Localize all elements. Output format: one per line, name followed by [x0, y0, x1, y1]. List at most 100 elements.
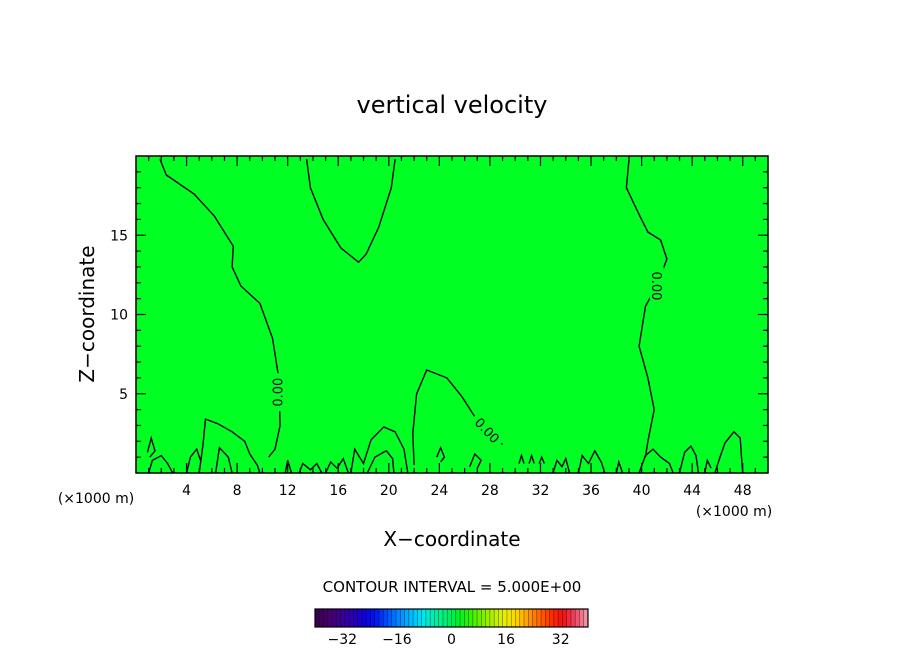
y-tick-labels: 5 10 15: [110, 228, 128, 403]
colorbar-cell: [494, 609, 499, 627]
colorbar-cell: [579, 609, 585, 627]
colorbar-cell: [408, 609, 414, 627]
colorbar-tick-label: 16: [497, 632, 515, 648]
colorbar-cell: [502, 609, 508, 627]
colorbar-cell: [332, 609, 337, 627]
colorbar: [314, 608, 589, 628]
surface-contour-line: [638, 448, 674, 474]
colorbar-cell: [430, 609, 435, 627]
colorbar-tick-label: −16: [382, 632, 412, 648]
surface-contour-line: [214, 446, 233, 474]
colorbar-cell: [421, 609, 427, 627]
contour-label: 0.00: [272, 378, 287, 407]
contour-interval-text: CONTOUR INTERVAL = 5.000E+00: [323, 578, 582, 596]
x-axis-end-unit: (×1000 m): [696, 504, 772, 520]
surface-contour-line: [324, 457, 350, 474]
surface-contour-line: [528, 453, 535, 464]
x-tick-label: 4: [182, 483, 191, 499]
colorbar-cell: [391, 609, 397, 627]
x-tick-label: 28: [481, 483, 499, 499]
surface-contour-line: [577, 449, 606, 474]
surface-contour-line: [538, 455, 545, 464]
colorbar-tick-labels: −32 −16 0 16 32: [328, 632, 570, 648]
x-tick-labels: 4 8 12 16 20 24 28 32 36 40 44 48: [182, 483, 752, 499]
surface-contour-line: [704, 458, 712, 474]
surface-contour-line: [147, 454, 174, 474]
colorbar-cell: [477, 609, 482, 627]
colorbar-cell: [357, 609, 363, 627]
x-tick-label: 16: [329, 483, 347, 499]
colorbar-cell: [425, 609, 431, 627]
colorbar-cell: [558, 609, 563, 627]
surface-contour-line: [366, 449, 395, 474]
x-axis-label: X−coordinate: [383, 527, 520, 551]
colorbar-cell: [387, 609, 393, 627]
colorbar-cell: [323, 609, 329, 627]
colorbar-cell: [528, 609, 533, 627]
colorbar-cell: [447, 609, 452, 627]
colorbar-cell: [472, 609, 478, 627]
contour-lines: [146, 158, 744, 474]
x-tick-label: 44: [683, 483, 701, 499]
velocity-field: [136, 156, 768, 473]
colorbar-cell: [511, 609, 516, 627]
colorbar-cell: [464, 609, 469, 627]
colorbar-cell: [451, 609, 457, 627]
colorbar-cell: [524, 609, 529, 627]
colorbar-cell: [319, 609, 324, 627]
colorbar-cell: [485, 609, 491, 627]
axis-ticks: [136, 156, 768, 473]
colorbar-cell: [340, 609, 346, 627]
colorbar-cell: [374, 609, 380, 627]
surface-contour-line: [198, 418, 261, 474]
surface-contour-line: [298, 462, 323, 474]
zero-contour-line: [159, 158, 281, 458]
surface-contour-line: [436, 445, 446, 463]
surface-contour-line: [350, 426, 409, 474]
colorbar-tick-label: −32: [328, 632, 358, 648]
surface-contour-line: [185, 447, 202, 474]
colorbar-cell: [460, 609, 465, 627]
colorbar-cell: [536, 609, 542, 627]
colorbar-cell: [541, 609, 546, 627]
x-tick-label: 36: [582, 483, 600, 499]
colorbar-frame: [314, 608, 589, 628]
colorbar-cell: [442, 609, 448, 627]
colorbar-cell: [489, 609, 495, 627]
surface-contour-line: [678, 444, 700, 474]
y-tick-label: 10: [110, 308, 128, 324]
colorbar-cell: [545, 609, 550, 627]
colorbar-cell: [336, 609, 341, 627]
colorbar-cell: [532, 609, 538, 627]
colorbar-cell: [378, 609, 384, 627]
colorbar-cell: [327, 609, 333, 627]
colorbar-cell: [498, 609, 503, 627]
colorbar-tick-label: 0: [447, 632, 456, 648]
contour-label-gap: [649, 266, 664, 305]
colorbar-cell: [396, 609, 401, 627]
colorbar-cell: [349, 609, 354, 627]
colorbar-cell: [583, 609, 589, 627]
x-tick-label: 48: [734, 483, 752, 499]
contour-label-gap: [270, 373, 285, 412]
contour-label: 0.00: [648, 271, 663, 300]
x-tick-label: 40: [633, 483, 651, 499]
surface-contour-line: [552, 456, 571, 474]
colorbar-cell: [404, 609, 410, 627]
y-tick-label: 5: [119, 387, 128, 403]
surface-contour-line: [615, 459, 624, 474]
zero-contour-line: [305, 159, 396, 264]
x-tick-label: 20: [380, 483, 398, 499]
colorbar-cell: [315, 609, 320, 627]
y-axis-label: Z−coordinate: [75, 245, 99, 382]
y-tick-label: 15: [110, 228, 128, 244]
colorbar-cell: [370, 609, 376, 627]
colorbar-cell: [549, 609, 555, 627]
colorbar-cell: [366, 609, 371, 627]
surface-contour-line: [146, 435, 156, 458]
colorbar-cell: [481, 609, 486, 627]
colorbar-cell: [344, 609, 350, 627]
surface-contour-line: [284, 460, 293, 474]
colorbar-cell: [400, 609, 405, 627]
